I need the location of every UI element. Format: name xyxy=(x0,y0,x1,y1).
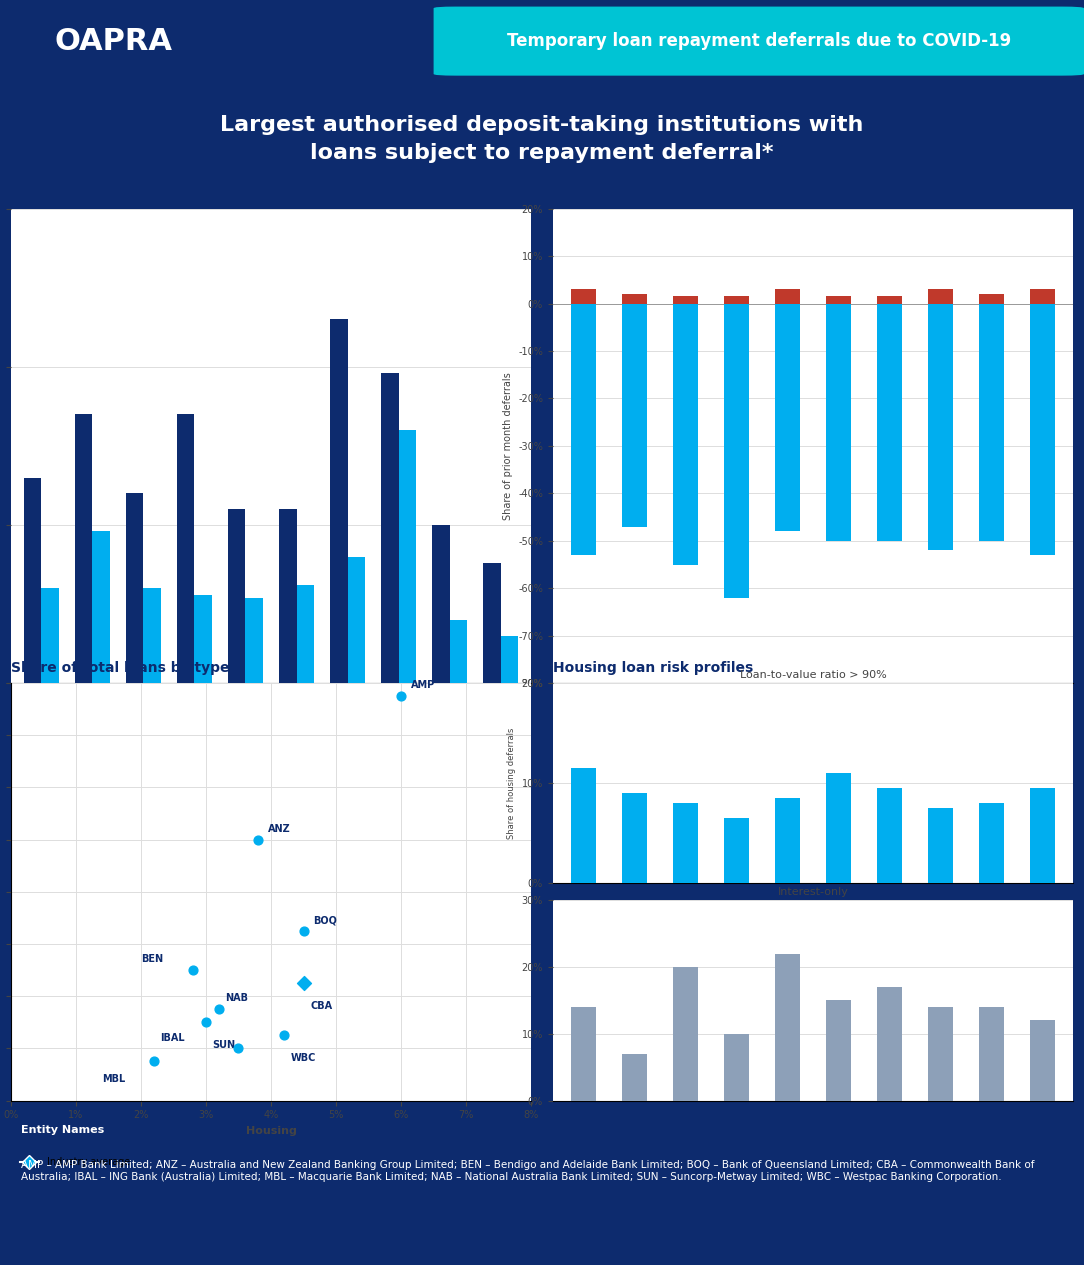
Bar xyxy=(622,295,647,304)
Bar xyxy=(194,595,212,683)
Bar xyxy=(877,296,902,304)
Bar xyxy=(24,478,41,683)
Bar xyxy=(775,290,800,304)
Bar xyxy=(877,304,902,541)
Bar xyxy=(928,290,953,304)
Bar xyxy=(75,415,92,683)
Point xyxy=(184,960,202,980)
Legend: Industry average: Industry average xyxy=(15,1154,134,1171)
Bar xyxy=(775,304,800,531)
Text: NAB: NAB xyxy=(225,993,248,1003)
Bar xyxy=(41,588,60,683)
Point xyxy=(249,830,267,850)
Bar xyxy=(673,304,698,564)
Text: BOQ: BOQ xyxy=(313,915,337,925)
Text: MBL: MBL xyxy=(102,1074,125,1084)
Bar xyxy=(143,588,162,683)
Legend: New or extended deferrals, Expired or exited deferrals: New or extended deferrals, Expired or ex… xyxy=(727,746,1069,764)
Bar xyxy=(297,584,314,683)
Bar xyxy=(330,320,348,683)
Bar xyxy=(399,430,416,683)
X-axis label: Housing: Housing xyxy=(246,1126,296,1136)
Point xyxy=(210,999,228,1020)
Bar xyxy=(431,525,450,683)
FancyBboxPatch shape xyxy=(434,6,1084,76)
Text: AMP: AMP xyxy=(411,681,435,691)
Text: CBA: CBA xyxy=(310,1001,332,1011)
Text: Movements in the month of October 2020: Movements in the month of October 2020 xyxy=(553,187,880,201)
Point xyxy=(295,973,312,993)
Point xyxy=(295,921,312,941)
Bar xyxy=(570,290,596,304)
Bar xyxy=(622,304,647,526)
Y-axis label: Share of prior month deferrals: Share of prior month deferrals xyxy=(503,372,513,520)
Bar xyxy=(724,296,749,304)
Bar xyxy=(1030,290,1056,304)
Point xyxy=(145,1051,163,1071)
Bar xyxy=(979,295,1004,304)
Text: Total loans subject to deferral – share of total loans: Total loans subject to deferral – share … xyxy=(11,187,416,201)
Bar xyxy=(501,635,518,683)
Bar xyxy=(245,598,263,683)
Point xyxy=(392,686,410,706)
Bar xyxy=(279,510,297,683)
Point xyxy=(230,1039,247,1059)
Legend: September, October: September, October xyxy=(326,730,526,749)
Bar xyxy=(126,493,143,683)
Text: AMP – AMP Bank Limited; ANZ – Australia and New Zealand Banking Group Limited; B: AMP – AMP Bank Limited; ANZ – Australia … xyxy=(22,1160,1035,1182)
Point xyxy=(295,973,312,993)
Bar xyxy=(450,620,467,683)
Bar xyxy=(826,296,851,304)
Text: WBC: WBC xyxy=(291,1054,315,1064)
Bar xyxy=(979,304,1004,541)
Bar xyxy=(482,563,501,683)
Text: Temporary loan repayment deferrals due to COVID-19: Temporary loan repayment deferrals due t… xyxy=(506,32,1011,51)
Bar xyxy=(228,510,245,683)
Bar xyxy=(92,531,111,683)
Bar xyxy=(177,415,194,683)
Text: SUN: SUN xyxy=(212,1040,235,1050)
Bar xyxy=(928,304,953,550)
Text: IBAL: IBAL xyxy=(160,1032,185,1042)
Bar xyxy=(380,373,399,683)
Text: Housing loan risk profiles: Housing loan risk profiles xyxy=(553,662,753,676)
Bar xyxy=(570,304,596,555)
Bar xyxy=(724,304,749,598)
Text: Largest authorised deposit-taking institutions with
loans subject to repayment d: Largest authorised deposit-taking instit… xyxy=(220,115,864,163)
Text: ANZ: ANZ xyxy=(268,824,291,834)
Bar xyxy=(673,296,698,304)
Text: Share of total loans by type: Share of total loans by type xyxy=(11,662,230,676)
Bar xyxy=(1030,304,1056,555)
Bar xyxy=(348,557,365,683)
Text: BEN: BEN xyxy=(141,954,163,964)
Text: Entity Names: Entity Names xyxy=(22,1125,105,1135)
Bar xyxy=(826,304,851,541)
Point xyxy=(275,1025,293,1045)
Point xyxy=(197,1012,215,1032)
Text: OAPRA: OAPRA xyxy=(54,27,172,56)
